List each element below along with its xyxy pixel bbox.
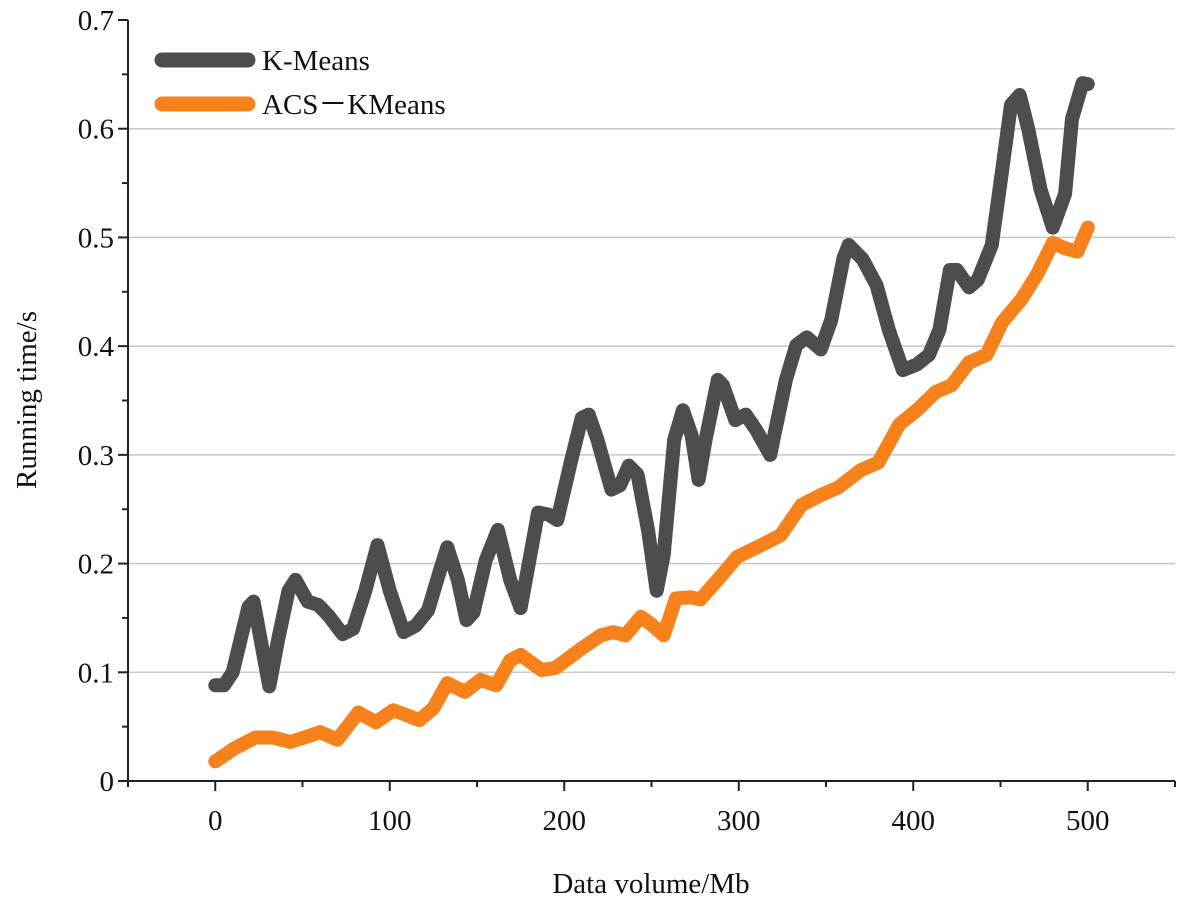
legend: K-Means ACS－KMeans: [154, 45, 446, 121]
legend-label-kmeans: K-Means: [262, 45, 370, 77]
y-tick-label: 0.6: [78, 114, 114, 146]
y-tick-label: 0: [100, 766, 115, 798]
y-tick-label: 0.5: [78, 222, 114, 254]
x-axis-label: Data volume/Mb: [552, 868, 749, 900]
x-tick-label: 100: [368, 805, 412, 837]
y-tick-label: 0.1: [78, 657, 114, 689]
x-tick-label: 300: [717, 805, 761, 837]
x-tick-label: 400: [892, 805, 936, 837]
x-tick-label: 200: [543, 805, 587, 837]
y-axis-label: Running time/s: [11, 311, 43, 489]
series-line-acs-kmeans: [208, 220, 1095, 769]
y-tick-label: 0.4: [78, 331, 115, 363]
axes: [127, 20, 1175, 782]
x-tick-label: 500: [1066, 805, 1110, 837]
x-tick-label: 0: [208, 805, 223, 837]
series-line-kmeans: [208, 76, 1095, 694]
grid-lines: [128, 127, 1175, 674]
y-tick-label: 0.7: [78, 5, 114, 37]
y-tick-label: 0.3: [78, 440, 114, 472]
ticks: 0 0.1 0.2 0.3 0.4 0.5 0.6 0.7 0 100 200 300 400 500: [78, 5, 1176, 837]
y-tick-label: 0.2: [78, 549, 114, 581]
series-group: [208, 76, 1095, 769]
legend-label-acs-kmeans: ACS－KMeans: [262, 89, 446, 121]
